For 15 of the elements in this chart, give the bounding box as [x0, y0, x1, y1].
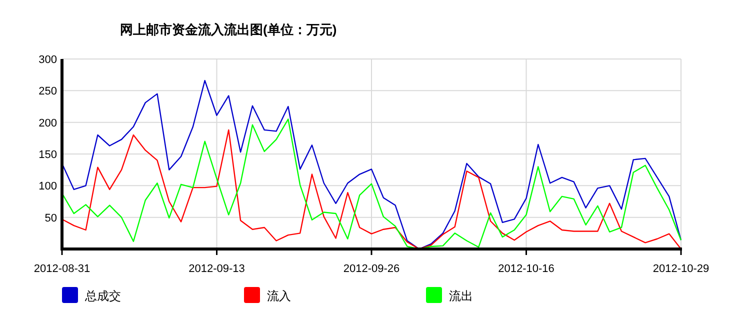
x-tick-label: 2012-10-16: [498, 263, 554, 275]
y-tick-label: 250: [38, 86, 57, 98]
x-tick-label: 2012-08-31: [34, 263, 90, 275]
x-tick-label: 2012-10-29: [652, 263, 710, 275]
legend-label: 总成交: [84, 289, 121, 303]
legend-label: 流入: [267, 289, 291, 303]
x-tick-label: 2012-09-26: [343, 263, 400, 275]
x-tick-label: 2012-09-13: [188, 263, 245, 275]
chart-title: 网上邮市资金流入流出图(单位：万元): [120, 22, 337, 37]
y-tick-label: 300: [38, 54, 57, 66]
y-tick-label: 150: [38, 149, 57, 161]
legend-label: 流出: [449, 289, 473, 303]
y-tick-label: 100: [38, 180, 57, 193]
y-tick-label: 200: [38, 117, 57, 130]
y-tick-label: 50: [44, 212, 57, 224]
